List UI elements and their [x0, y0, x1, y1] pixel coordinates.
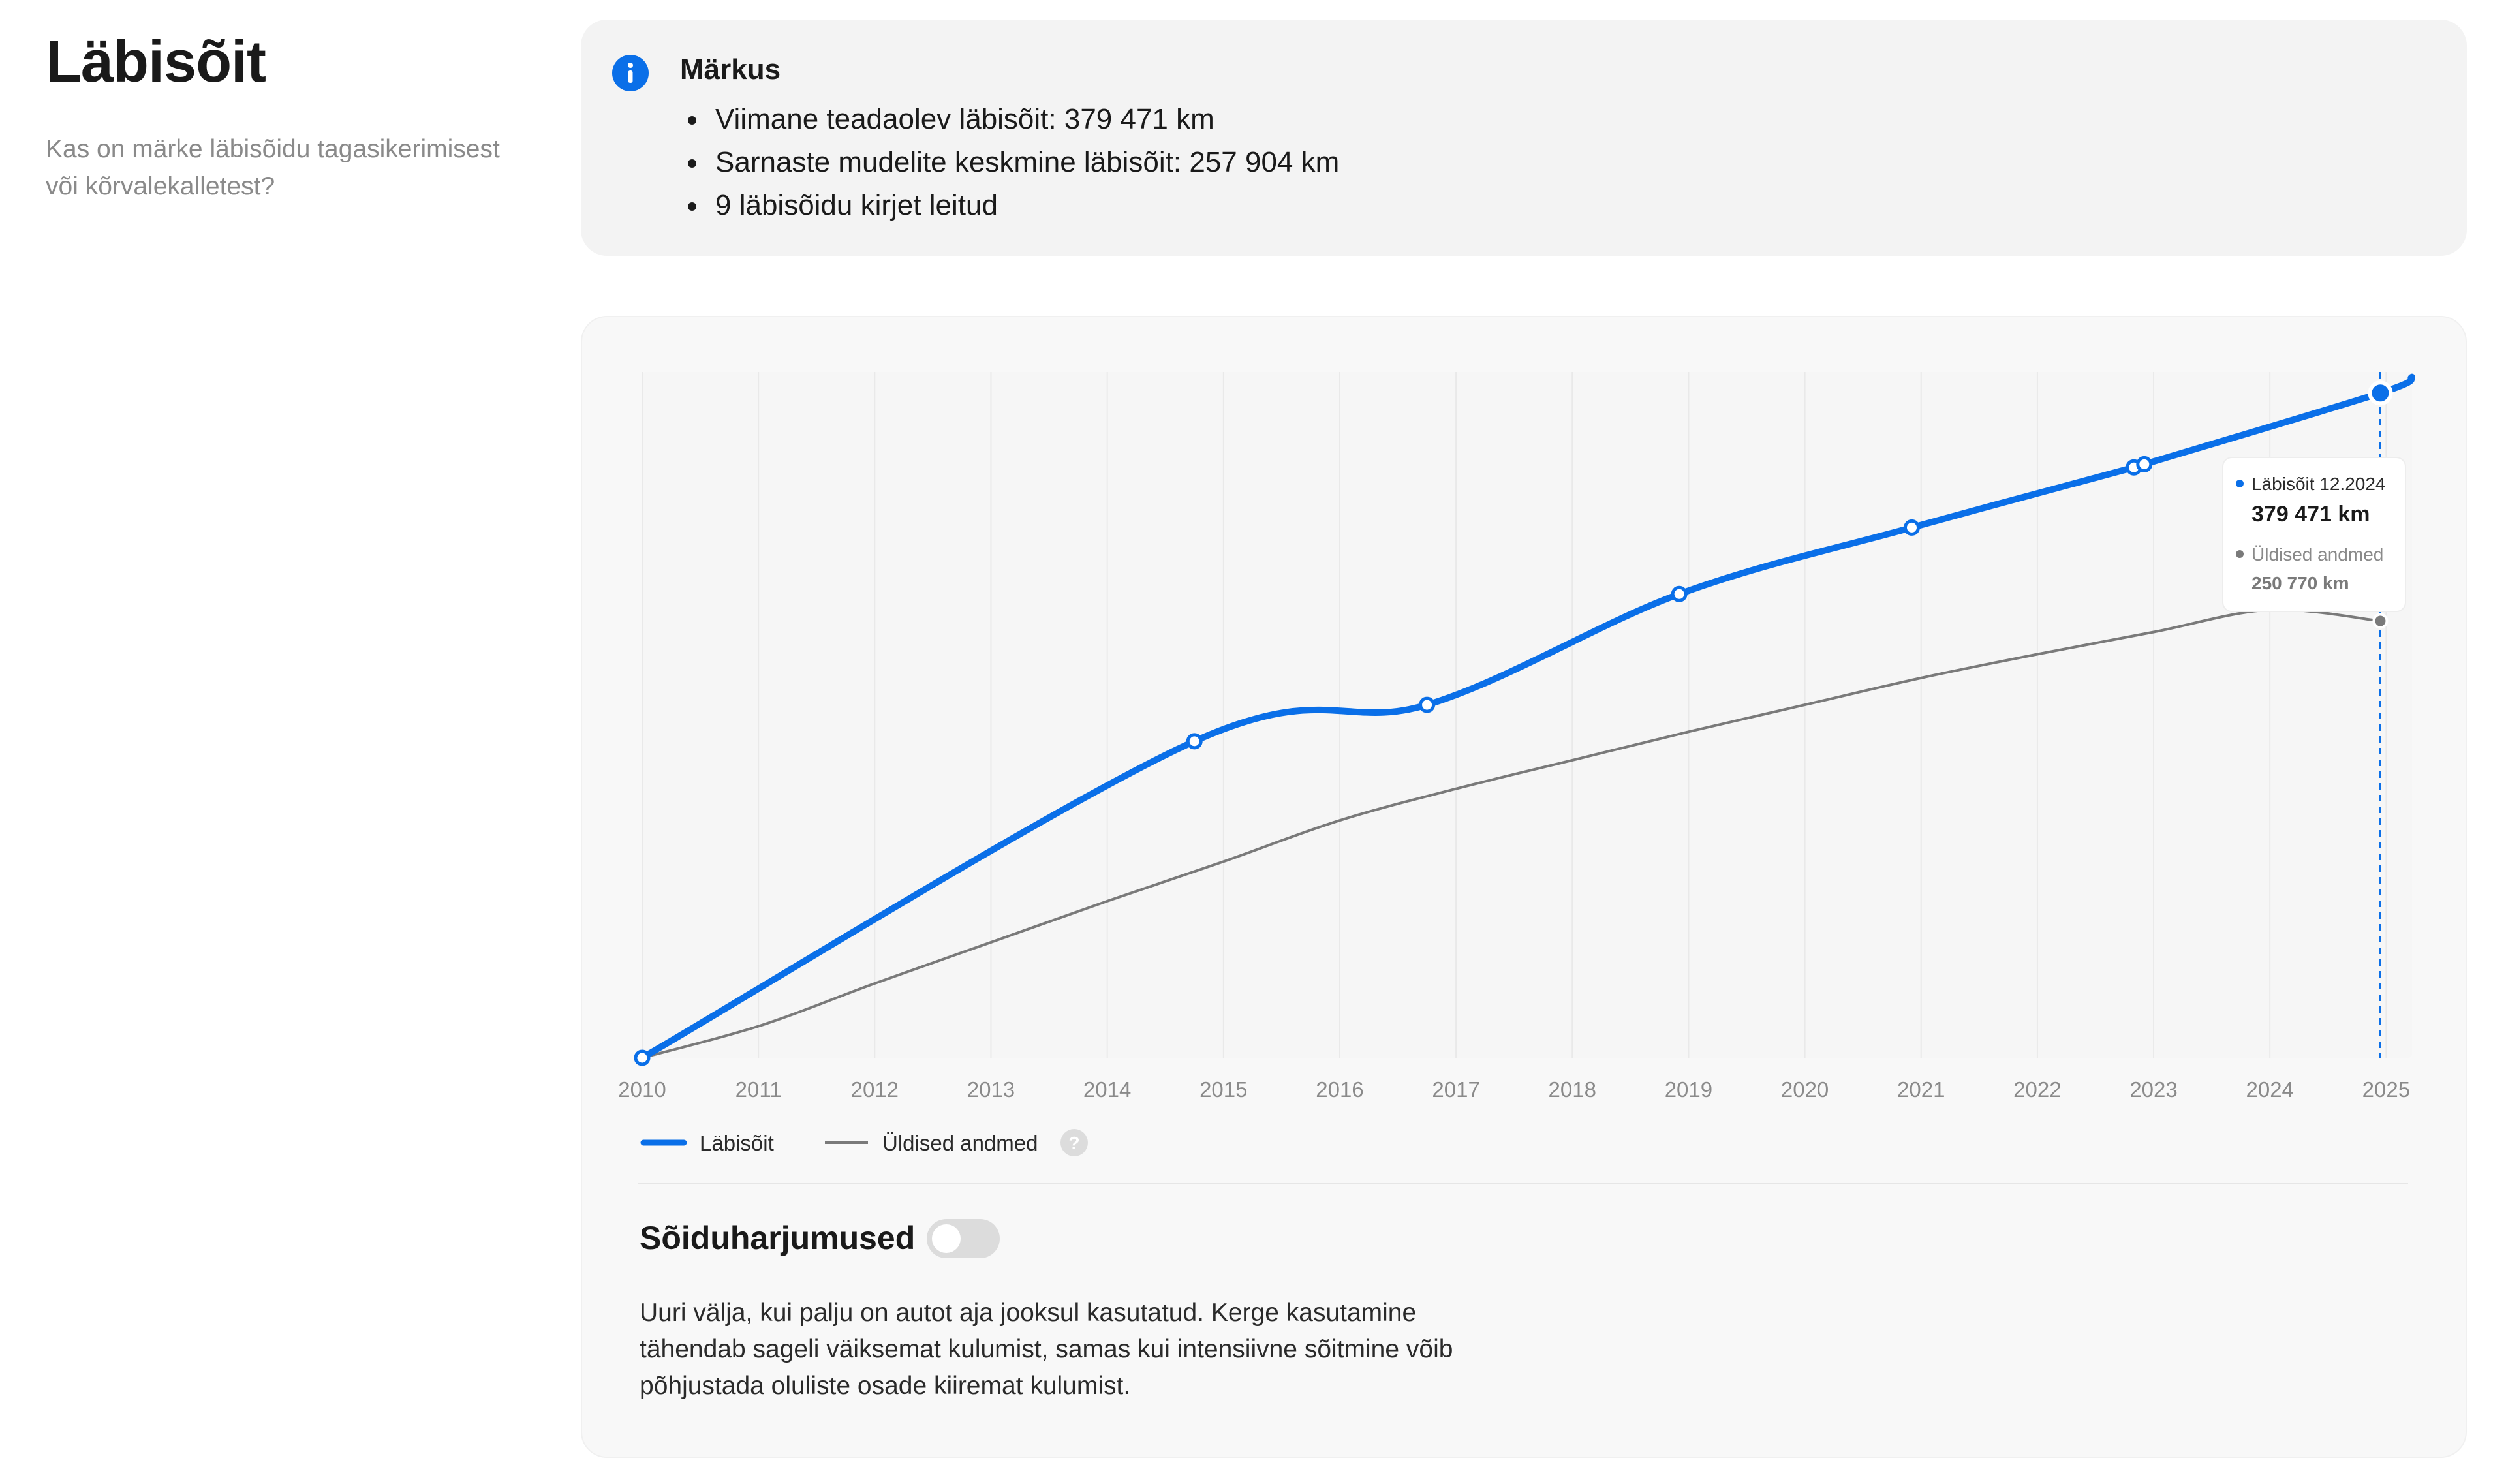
tooltip-box [2222, 457, 2406, 612]
note-item: 9 läbisõidu kirjet leitud [685, 184, 1339, 227]
info-icon [612, 55, 649, 91]
section-divider [638, 1183, 2408, 1184]
legend-label-reference: Üldised andmed [882, 1131, 1038, 1155]
x-tick-label: 2025 [2362, 1077, 2410, 1102]
x-tick-label: 2020 [1781, 1077, 1829, 1102]
question-icon-glyph: ? [1068, 1133, 1079, 1153]
page-title: Läbisõit [46, 29, 266, 95]
tooltip-reference-label: Üldised andmed [2251, 544, 2383, 564]
data-point-mileage[interactable] [1671, 585, 1688, 602]
note-item: Sarnaste mudelite keskmine läbisõit: 257… [685, 141, 1339, 184]
habits-title: Sõiduharjumused [640, 1220, 916, 1256]
data-point-mileage[interactable] [2368, 380, 2393, 406]
habits-toggle[interactable] [927, 1219, 1000, 1258]
x-tick-label: 2014 [1083, 1077, 1131, 1102]
x-tick-label: 2012 [851, 1077, 899, 1102]
series-line-reference [642, 608, 2381, 1059]
x-tick-label: 2011 [735, 1077, 782, 1102]
data-point-mileage[interactable] [634, 1049, 651, 1066]
note-title: Märkus [680, 54, 781, 85]
data-point-mileage[interactable] [1419, 696, 1436, 713]
chart-card: 2010 2011 2012 2013 2014 2015 2016 2017 2018 2019… [581, 316, 2467, 1458]
x-tick-label: 2010 [618, 1077, 666, 1102]
x-tick-label: 2022 [2013, 1077, 2061, 1102]
mileage-chart[interactable]: 2010 2011 2012 2013 2014 2015 2016 2017 2018 2019… [582, 317, 2468, 1179]
tooltip-date-label: Läbisõit 12.2024 [2251, 474, 2386, 494]
x-tick-label: 2016 [1316, 1077, 1363, 1102]
data-point-mileage[interactable] [1903, 519, 1920, 536]
plot-area [642, 372, 2412, 1058]
tooltip-value: 379 471 km [2251, 502, 2370, 527]
series-line-mileage [639, 373, 2415, 1061]
habits-description: Uuri välja, kui palju on autot aja jooks… [640, 1299, 1453, 1400]
data-point-mileage[interactable] [2136, 456, 2153, 472]
x-tick-label: 2024 [2246, 1077, 2293, 1102]
x-tick-label: 2023 [2129, 1077, 2177, 1102]
x-tick-label: 2019 [1665, 1077, 1712, 1102]
x-tick-label: 2013 [967, 1077, 1015, 1102]
note-card: Märkus Viimane teadaolev läbisõit: 379 4… [581, 20, 2467, 256]
data-point-mileage[interactable] [1186, 733, 1203, 750]
x-tick-label: 2021 [1897, 1077, 1945, 1102]
question-icon[interactable] [1060, 1129, 1088, 1156]
note-list: Viimane teadaolev läbisõit: 379 471 km S… [685, 98, 1339, 227]
x-tick-label: 2015 [1199, 1077, 1247, 1102]
x-tick-label: 2018 [1549, 1077, 1596, 1102]
data-point-reference[interactable] [2372, 613, 2389, 629]
toggle-knob[interactable] [932, 1224, 961, 1253]
tooltip-reference-value: 250 770 km [2251, 573, 2349, 593]
page-subtitle: Kas on märke läbisõidu tagasikerimisest … [46, 135, 500, 200]
tooltip-dot-mileage [2236, 480, 2244, 487]
note-item: Viimane teadaolev läbisõit: 379 471 km [685, 98, 1339, 141]
legend-label-mileage: Läbisõit [700, 1131, 774, 1155]
x-tick-label: 2017 [1432, 1077, 1479, 1102]
tooltip-dot-reference [2236, 550, 2244, 558]
